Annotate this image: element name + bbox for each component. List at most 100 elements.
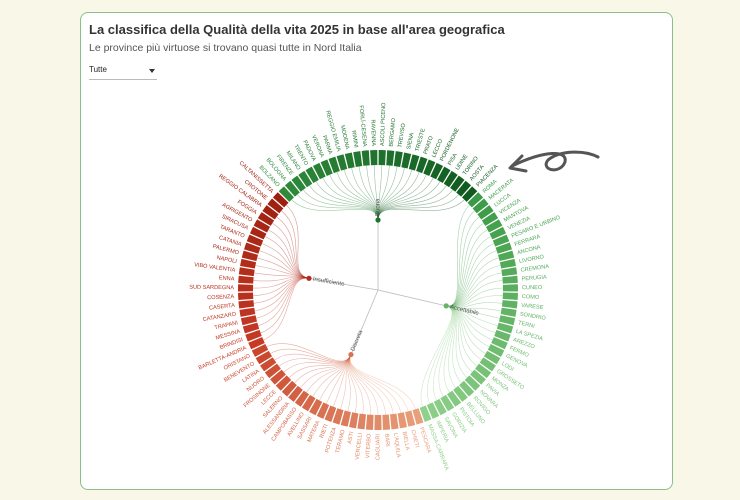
leaf-link xyxy=(427,305,453,404)
leaf-bar xyxy=(433,398,447,416)
leaf-label: TERNI xyxy=(517,320,535,330)
leaf-label: NAPOLI xyxy=(216,255,238,265)
leaf-bar xyxy=(390,413,399,430)
leaf-bar xyxy=(238,284,254,292)
leaf-bar xyxy=(479,357,496,372)
leaf-bar xyxy=(481,212,499,226)
leaf-bar xyxy=(502,284,519,292)
leaf-link xyxy=(348,354,364,415)
leaf-bar xyxy=(419,405,432,422)
leaf-link xyxy=(446,305,490,348)
group-node xyxy=(375,217,381,223)
group-node xyxy=(306,275,312,281)
leaf-link xyxy=(253,277,310,304)
leaf-bar xyxy=(501,300,518,309)
leaf-bar xyxy=(264,363,281,379)
leaf-link xyxy=(446,272,502,307)
leaf-label: RAVENNA xyxy=(369,119,376,146)
leaf-link xyxy=(438,305,454,397)
leaf-bar xyxy=(242,322,260,334)
leaf-link xyxy=(446,265,501,307)
root-link xyxy=(377,289,447,307)
leaf-bar xyxy=(270,369,286,385)
leaf-label: VITERBO xyxy=(365,433,373,459)
leaf-bar xyxy=(456,180,472,197)
leaf-bar xyxy=(238,292,254,300)
leaf-link xyxy=(358,166,379,221)
leaf-bar xyxy=(324,405,337,422)
leaf-link xyxy=(315,181,379,221)
leaf-label: SONDRIO xyxy=(519,312,546,322)
leaf-bar xyxy=(301,394,316,412)
leaf-bar xyxy=(288,385,303,402)
leaf-bar xyxy=(361,150,370,166)
leaf-link xyxy=(377,169,413,221)
leaf-bar xyxy=(496,322,514,334)
leaf-link xyxy=(278,354,352,367)
leaf-link xyxy=(446,305,478,367)
leaf-link xyxy=(446,257,499,307)
title: La classifica della Qualità della vita 2… xyxy=(89,22,505,37)
leaf-bar xyxy=(464,375,481,391)
leaf-bar xyxy=(365,414,374,430)
leaf-link xyxy=(266,343,352,362)
leaf-label: PERUGIA xyxy=(521,275,547,283)
leaf-label: CATANZARO xyxy=(202,311,237,323)
leaf-link xyxy=(446,305,456,389)
leaf-bar xyxy=(430,162,444,180)
leaf-bar xyxy=(494,329,511,342)
group-label: Discreta xyxy=(350,329,364,352)
leaf-bar xyxy=(340,410,351,427)
leaf-label: L'AQUILA xyxy=(392,433,401,459)
leaf-link xyxy=(253,277,310,289)
leaf-link xyxy=(373,165,379,221)
leaf-bar xyxy=(238,275,254,284)
leaf-link xyxy=(349,354,386,415)
leaf-link xyxy=(303,189,379,221)
leaf-label: TRAPANI xyxy=(214,320,239,331)
group-node xyxy=(443,303,449,309)
leaf-bar xyxy=(291,175,306,192)
leaf-bar xyxy=(320,159,333,176)
leaf-link xyxy=(306,354,352,393)
leaf-link xyxy=(366,165,379,221)
leaf-bar xyxy=(249,226,267,240)
root-link xyxy=(308,277,379,291)
leaf-label: CHIETI xyxy=(409,429,419,449)
leaf-bar xyxy=(495,242,512,254)
leaf-link xyxy=(254,272,310,279)
leaf-link xyxy=(274,353,352,363)
leaf-link xyxy=(446,305,502,312)
leaf-label: CUNEO xyxy=(522,285,543,291)
leaf-link xyxy=(377,165,383,221)
leaf-label: TERAMO xyxy=(335,429,347,454)
leaf-bar xyxy=(453,385,468,402)
leaf-bar xyxy=(281,380,297,397)
leaf-link xyxy=(283,354,352,373)
leaf-link xyxy=(263,277,310,341)
leaf-label: FORLÌ-CESENA xyxy=(358,105,369,147)
leaf-bar xyxy=(370,150,378,166)
leaf-label: VARESE xyxy=(521,303,544,311)
leaf-bar xyxy=(312,162,326,180)
leaf-link xyxy=(322,177,379,221)
leaf-bar xyxy=(344,152,355,169)
leaf-link xyxy=(351,167,379,221)
leaf-bar xyxy=(316,402,330,419)
leaf-label: VIBO VALENTIA xyxy=(194,262,236,274)
leaf-bar xyxy=(251,344,269,357)
filter-dropdown[interactable]: Tutte xyxy=(89,65,157,80)
leaf-bar xyxy=(472,198,489,214)
leaf-bar xyxy=(450,175,465,192)
leaf-link xyxy=(343,169,379,221)
leaf-link xyxy=(377,194,459,221)
leaf-link xyxy=(446,305,462,384)
leaf-bar xyxy=(426,402,440,419)
leaf-bar xyxy=(253,219,271,233)
leaf-link xyxy=(377,185,447,221)
leaf-link xyxy=(258,277,310,327)
leaf-bar xyxy=(275,375,292,391)
leaf-link xyxy=(377,171,420,221)
leaf-link xyxy=(446,236,492,307)
leaf-link xyxy=(286,204,310,279)
